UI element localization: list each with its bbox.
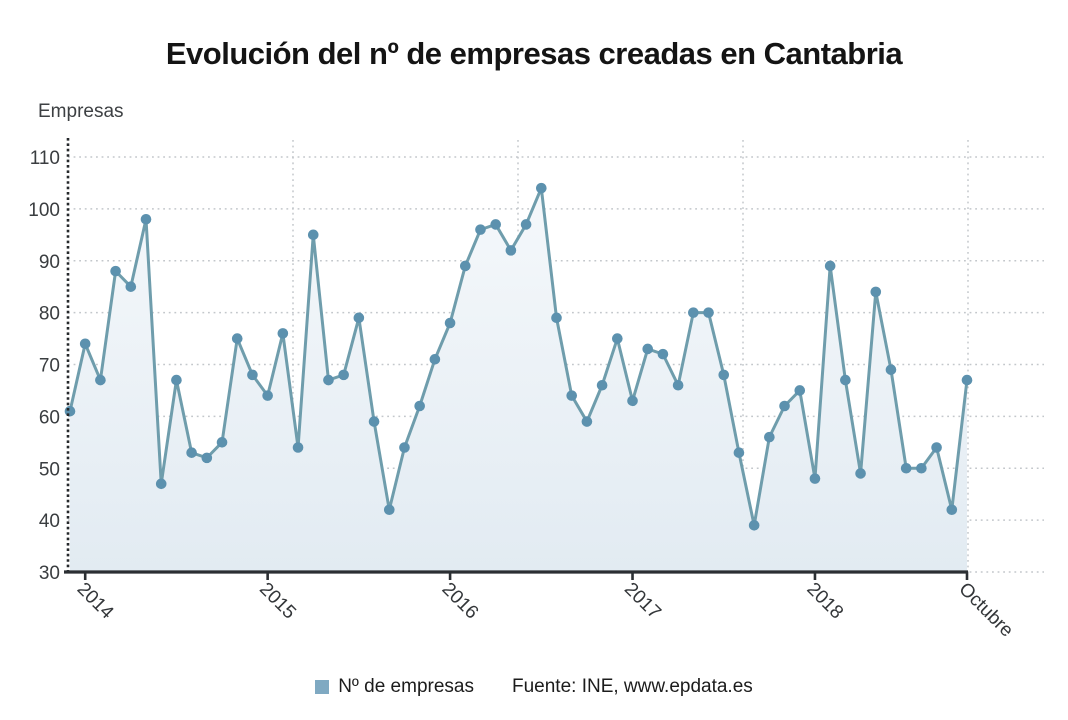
- source-item: Fuente: INE, www.epdata.es: [512, 676, 753, 698]
- svg-text:80: 80: [39, 304, 60, 325]
- svg-text:2015: 2015: [255, 579, 300, 624]
- svg-text:40: 40: [39, 511, 60, 532]
- svg-text:2018: 2018: [802, 579, 847, 624]
- y-axis-title: Empresas: [38, 101, 124, 122]
- legend-swatch: [315, 680, 330, 694]
- svg-text:Octubre: Octubre: [954, 579, 1017, 642]
- svg-text:30: 30: [39, 563, 60, 584]
- svg-text:60: 60: [39, 407, 60, 428]
- svg-text:70: 70: [39, 356, 60, 377]
- chart-legend: Nº de empresas Fuente: INE, www.epdata.e…: [0, 676, 1068, 698]
- legend-series-label: Nº de empresas: [338, 676, 474, 697]
- svg-text:110: 110: [30, 148, 60, 169]
- svg-text:100: 100: [28, 200, 60, 221]
- legend-item-empresas: Nº de empresas: [315, 676, 474, 698]
- svg-text:90: 90: [39, 252, 60, 273]
- svg-text:2016: 2016: [438, 579, 483, 624]
- chart-title: Evolución del nº de empresas creadas en …: [165, 36, 903, 71]
- svg-text:2017: 2017: [620, 579, 665, 624]
- svg-text:50: 50: [39, 459, 60, 480]
- source-text: Fuente: INE, www.epdata.es: [511, 676, 753, 697]
- svg-text:2014: 2014: [73, 579, 118, 624]
